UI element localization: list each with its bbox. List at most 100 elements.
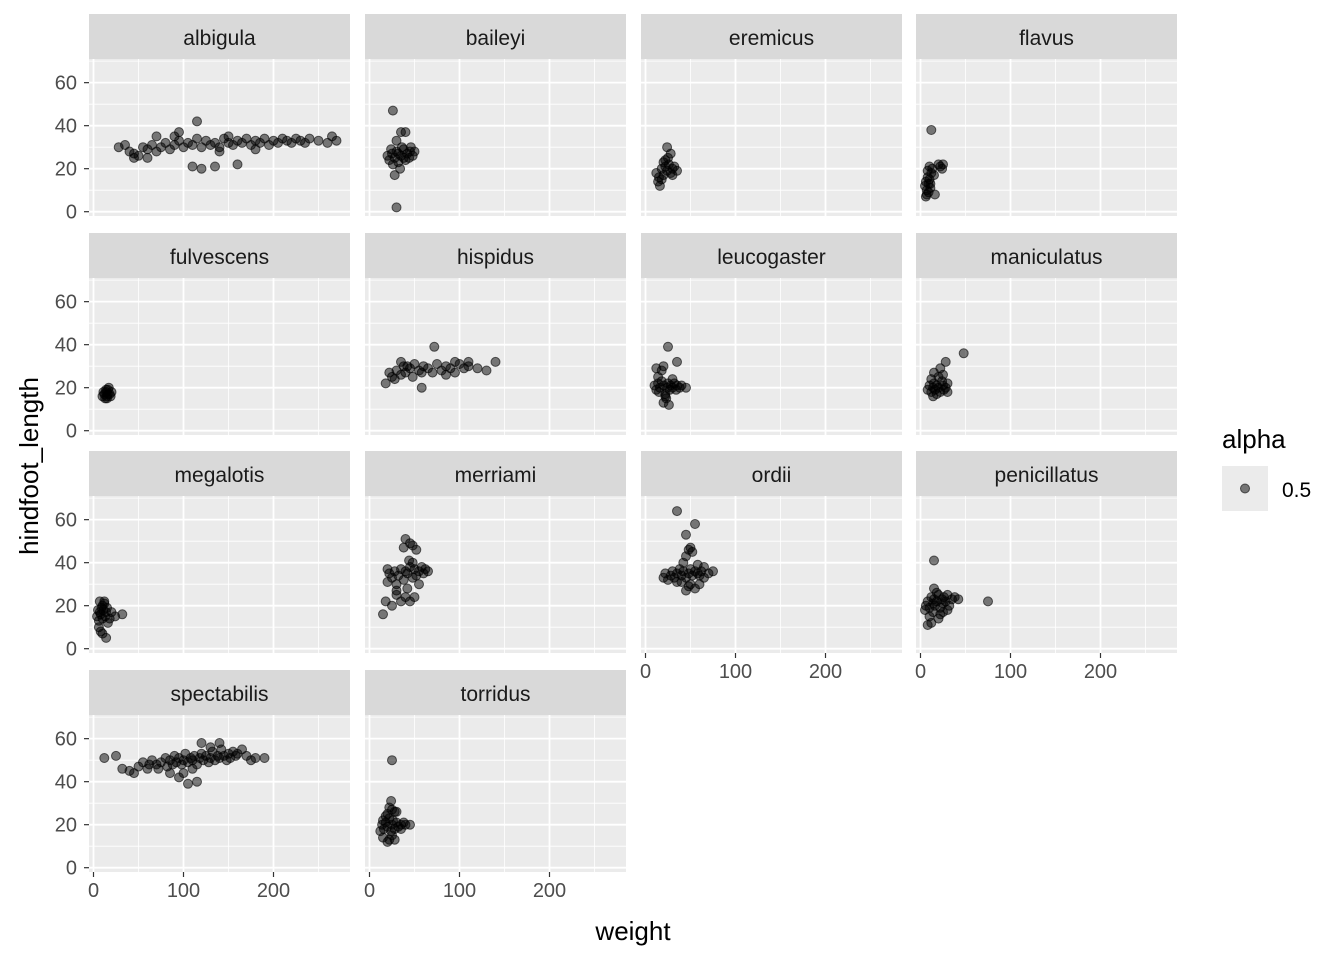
data-point xyxy=(935,363,946,374)
y-tick-label: 20 xyxy=(55,378,77,400)
facet-panel-spectabilis: spectabilis xyxy=(89,670,350,872)
data-point xyxy=(942,378,953,389)
legend: alpha 0.5 xyxy=(1222,424,1311,511)
data-point xyxy=(391,202,402,213)
strip-baileyi xyxy=(365,14,626,59)
data-point xyxy=(331,135,342,146)
data-point xyxy=(142,152,153,163)
data-point xyxy=(928,391,939,402)
x-tick-label: 0 xyxy=(88,880,99,902)
data-point xyxy=(922,165,933,176)
strip-fulvescens xyxy=(89,233,350,278)
data-point xyxy=(427,367,438,378)
data-point xyxy=(660,155,671,166)
data-point xyxy=(192,116,202,127)
facet-panel-eremicus: eremicus xyxy=(641,14,902,216)
strip-label-torridus: torridus xyxy=(460,683,530,706)
y-tick-label: 40 xyxy=(55,116,77,138)
strip-label-spectabilis: spectabilis xyxy=(170,683,268,706)
data-point xyxy=(183,778,193,789)
data-point xyxy=(983,596,993,607)
data-point xyxy=(380,378,391,389)
data-point xyxy=(423,566,433,577)
data-point xyxy=(382,564,393,575)
data-point xyxy=(926,125,937,135)
data-point xyxy=(389,834,400,845)
x-tick-label: 100 xyxy=(167,880,200,902)
data-point xyxy=(656,174,667,185)
strip-ordii xyxy=(641,451,902,496)
data-point xyxy=(463,361,474,372)
data-point xyxy=(405,142,416,153)
facet-panel-megalotis: megalotis xyxy=(89,451,350,653)
y-tick-label: 0 xyxy=(66,639,77,661)
data-point xyxy=(681,382,691,393)
facet-panel-ordii: ordii xyxy=(641,451,902,653)
data-point xyxy=(396,824,406,834)
strip-label-leucogaster: leucogaster xyxy=(717,246,826,269)
data-point xyxy=(102,393,112,404)
strip-penicillatus xyxy=(916,451,1177,496)
data-point xyxy=(387,755,397,766)
y-tick-label: 0 xyxy=(66,202,77,224)
x-tick-label: 200 xyxy=(809,661,842,683)
data-point xyxy=(214,738,225,748)
facet-panel-flavus: flavus xyxy=(916,14,1177,216)
data-point xyxy=(210,161,220,172)
y-tick-label: 20 xyxy=(55,815,77,837)
data-point xyxy=(391,806,402,817)
facet-panels: albigula baileyi eremicus flavus fulvescens h… xyxy=(89,14,1177,872)
data-point xyxy=(672,506,682,517)
data-point xyxy=(929,555,939,566)
data-point xyxy=(387,105,398,116)
x-tick-label: 200 xyxy=(533,880,566,902)
strip-label-hispidus: hispidus xyxy=(457,246,534,269)
y-tick-label: 40 xyxy=(55,335,77,357)
data-point xyxy=(411,544,422,555)
x-tick-label: 0 xyxy=(640,661,651,683)
facet-panel-albigula: albigula xyxy=(89,14,350,216)
data-point xyxy=(925,178,936,189)
data-point xyxy=(653,371,664,382)
data-point xyxy=(187,763,198,774)
data-point xyxy=(699,562,709,572)
data-point xyxy=(441,369,451,380)
data-point xyxy=(409,592,420,603)
facet-panel-baileyi: baileyi xyxy=(365,14,626,216)
data-point xyxy=(386,144,397,155)
x-axis-title: weight xyxy=(594,916,671,946)
data-point xyxy=(414,579,424,590)
strip-megalotis xyxy=(89,451,350,496)
strip-torridus xyxy=(365,670,626,715)
data-point xyxy=(416,382,427,393)
y-axis-title: hindfoot_length xyxy=(14,377,44,555)
data-point xyxy=(151,131,162,142)
data-point xyxy=(708,566,718,577)
strip-label-penicillatus: penicillatus xyxy=(995,464,1099,487)
strip-label-maniculatus: maniculatus xyxy=(990,246,1102,269)
data-point xyxy=(391,135,402,146)
data-point xyxy=(407,371,418,382)
data-point xyxy=(658,361,669,372)
legend-title: alpha xyxy=(1222,424,1286,454)
data-point xyxy=(958,348,969,359)
data-point xyxy=(938,159,948,170)
data-point xyxy=(687,546,698,557)
data-point xyxy=(387,600,397,611)
y-tick-label: 0 xyxy=(66,421,77,443)
data-point xyxy=(690,519,700,529)
y-tick-label: 0 xyxy=(66,858,77,880)
strip-label-flavus: flavus xyxy=(1019,27,1074,50)
facet-panel-torridus: torridus xyxy=(365,670,626,872)
data-point xyxy=(920,191,931,202)
data-point xyxy=(259,753,270,763)
facet-panel-leucogaster: leucogaster xyxy=(641,233,902,435)
data-point xyxy=(187,161,198,172)
data-point xyxy=(667,374,678,385)
data-point xyxy=(400,127,411,138)
data-point xyxy=(450,367,460,378)
strip-label-baileyi: baileyi xyxy=(466,27,526,50)
strip-label-fulvescens: fulvescens xyxy=(170,246,269,269)
facet-panel-merriami: merriami xyxy=(365,451,626,653)
